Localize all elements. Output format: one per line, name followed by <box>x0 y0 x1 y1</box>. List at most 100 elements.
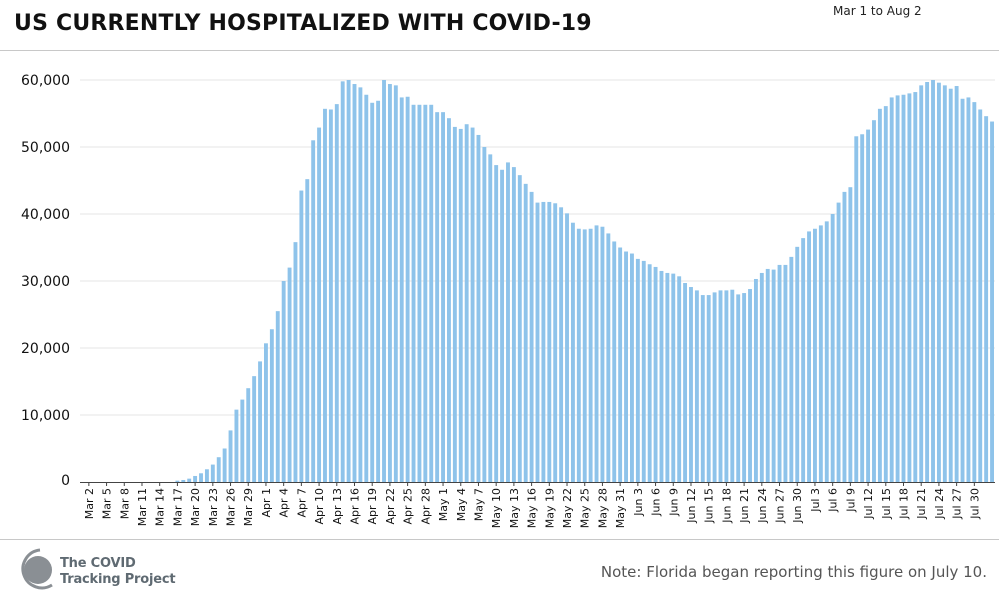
bar <box>393 85 398 483</box>
y-tick-label: 60,000 <box>21 73 70 89</box>
bar <box>635 258 640 482</box>
footer-divider <box>0 539 999 540</box>
x-tick-label: May 28 <box>596 488 609 528</box>
bar <box>665 272 670 482</box>
logo-wordmark: The COVID Tracking Project <box>60 556 176 588</box>
bar <box>228 430 233 482</box>
bar <box>511 167 516 482</box>
bar <box>706 295 711 482</box>
bar <box>813 228 817 482</box>
bar <box>506 162 510 482</box>
bar <box>234 409 239 482</box>
x-tick-label: Jul 6 <box>827 488 840 513</box>
bar <box>565 213 569 482</box>
bar <box>476 134 481 482</box>
bar <box>447 118 451 482</box>
x-tick-label: May 7 <box>472 488 485 521</box>
bar <box>352 84 357 483</box>
bar <box>346 80 351 482</box>
bar <box>246 388 251 482</box>
x-tick-label: Apr 22 <box>384 488 397 525</box>
bar <box>600 226 605 482</box>
x-tick-label: Mar 20 <box>189 488 202 526</box>
bar <box>860 134 865 482</box>
bar <box>535 202 540 483</box>
x-tick-label: Apr 4 <box>278 488 291 518</box>
bar <box>281 281 286 482</box>
x-tick-label: May 4 <box>455 488 468 521</box>
bar <box>559 207 564 483</box>
bar <box>783 264 788 482</box>
bar <box>429 104 434 482</box>
bar <box>187 478 192 482</box>
x-tick-label: Jul 18 <box>898 488 911 520</box>
bar <box>570 222 575 482</box>
x-tick-label: Jun 3 <box>632 488 645 517</box>
bar <box>653 266 658 482</box>
bar <box>175 480 180 482</box>
bar <box>647 264 652 482</box>
bar <box>984 116 989 483</box>
bar <box>269 329 274 482</box>
bar <box>553 203 558 482</box>
bar <box>458 128 463 482</box>
bar <box>789 256 794 482</box>
logo-line-2: Tracking Project <box>60 572 176 587</box>
x-tick-label: May 13 <box>508 488 521 528</box>
x-tick-label: Apr 25 <box>402 488 415 525</box>
bar <box>700 295 705 482</box>
x-tick-label: Jun 9 <box>667 488 680 517</box>
bar <box>275 311 280 482</box>
bar <box>541 201 546 482</box>
bar <box>889 97 894 483</box>
date-range-label: Mar 1 to Aug 2 <box>833 4 922 18</box>
bar <box>199 473 203 482</box>
bar <box>606 233 611 482</box>
bar <box>494 165 499 482</box>
bar <box>452 126 457 483</box>
bar <box>854 136 859 482</box>
bar <box>659 270 664 482</box>
bar <box>807 231 811 482</box>
covid-tracking-project-logo-icon <box>21 548 53 590</box>
x-tick-label: Apr 13 <box>331 488 344 525</box>
bar <box>759 272 764 482</box>
bar <box>677 276 682 482</box>
bar <box>181 479 186 482</box>
bar <box>358 87 363 483</box>
bar <box>405 96 410 482</box>
bar <box>836 202 841 483</box>
bar <box>210 464 215 482</box>
x-tick-label: Jul 3 <box>809 488 822 513</box>
bar <box>641 260 646 482</box>
bar <box>842 191 847 482</box>
x-tick-label: May 19 <box>543 488 556 528</box>
bar <box>323 108 327 482</box>
bar <box>240 399 245 482</box>
bar <box>901 94 906 483</box>
bar <box>612 241 617 482</box>
bar <box>718 290 723 482</box>
x-tick-label: Jun 24 <box>756 488 769 524</box>
x-tick-label: Apr 28 <box>419 488 432 525</box>
x-tick-label: Apr 7 <box>295 488 308 518</box>
bar <box>872 120 876 482</box>
bar <box>919 85 924 483</box>
bar <box>334 104 339 483</box>
bar <box>370 102 375 482</box>
bar <box>801 238 806 482</box>
bar <box>500 169 505 482</box>
chart-title: US CURRENTLY HOSPITALIZED WITH COVID-19 <box>14 11 592 36</box>
bar <box>588 228 593 482</box>
bar <box>848 187 853 482</box>
bar <box>364 94 369 483</box>
y-tick-label: 40,000 <box>21 207 70 223</box>
bar <box>488 154 493 482</box>
x-tick-label: Jul 15 <box>880 488 893 520</box>
x-tick-label: Jul 9 <box>844 488 857 513</box>
bar <box>972 102 977 483</box>
bar <box>877 108 882 482</box>
bar <box>907 93 912 483</box>
x-tick-label: May 1 <box>437 488 450 521</box>
x-tick-label: Jul 30 <box>968 488 981 520</box>
